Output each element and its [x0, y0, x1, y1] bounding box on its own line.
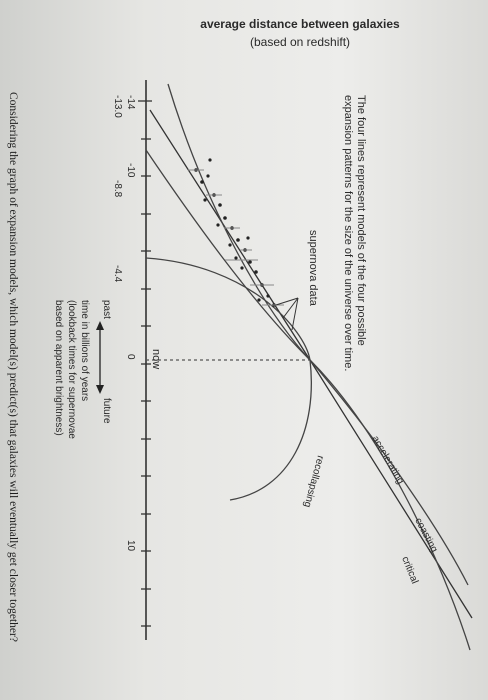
xaxis-title-line3: based on apparent brightness) [53, 300, 64, 436]
rotated-plot: supernova data now accelerating coasting… [53, 80, 473, 651]
recollapsing-label: recollapsing [301, 454, 325, 508]
accelerating-model-line [167, 83, 469, 586]
supernova-error-bars [188, 169, 284, 306]
tick-label: 10 [125, 540, 136, 552]
past-arrowhead [96, 321, 104, 330]
caption-line1: The four lines represent models of the f… [355, 95, 367, 346]
accelerating-label: accelerating [369, 434, 405, 486]
supernova-pointers [275, 297, 299, 331]
tick-label: -14 [125, 95, 136, 110]
time-axis-ticks [138, 100, 152, 627]
tick-label: 0 [125, 354, 136, 360]
xaxis-title-line1: time in billions of years [79, 300, 90, 401]
caption-line2: expansion patterns for the size of the u… [342, 95, 354, 371]
future-arrowhead [96, 385, 104, 394]
tick-label: -4.4 [112, 265, 123, 283]
now-label: now [150, 349, 162, 369]
tick-label: -8.8 [112, 180, 123, 198]
recollapsing-model-line [145, 257, 312, 501]
yaxis-title-line2: (based on redshift) [250, 35, 350, 49]
xaxis-title-line2: (lookback times for supernovae [66, 300, 77, 439]
critical-label: critical [399, 555, 420, 585]
supernova-data-label: supernova data [307, 230, 319, 307]
yaxis-title-line1: average distance between galaxies [200, 17, 400, 31]
coasting-label: coasting [412, 516, 439, 554]
past-label: past [101, 300, 112, 319]
tick-label: -10 [125, 163, 136, 178]
question-text: Considering the graph of expansion model… [7, 92, 19, 642]
critical-model-line [145, 149, 471, 651]
future-label: future [101, 398, 112, 424]
tick-label: -13.0 [112, 95, 123, 118]
